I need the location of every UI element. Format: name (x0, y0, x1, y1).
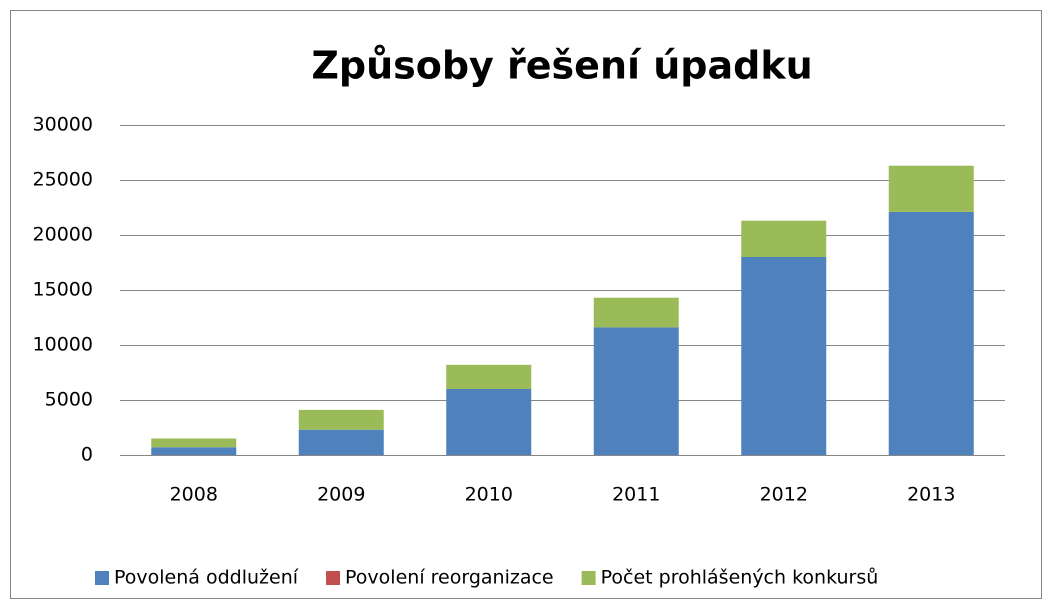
y-tick-label: 10000 (33, 334, 93, 356)
y-tick-label: 25000 (33, 169, 93, 191)
bar-segment (888, 211, 974, 455)
bar-segment (593, 327, 679, 455)
y-tick-label: 0 (81, 444, 93, 466)
bar-segment (888, 165, 974, 212)
x-tick-label: 2010 (465, 484, 513, 506)
bar-segment (446, 364, 532, 389)
y-tick-label: 15000 (33, 279, 93, 301)
bar-segment (298, 409, 384, 430)
legend-swatch (326, 571, 341, 585)
bar-segment (151, 447, 237, 455)
chart-title: Způsoby řešení úpadku (311, 44, 812, 88)
x-tick-label: 2011 (612, 484, 660, 506)
x-tick-label: 2012 (760, 484, 808, 506)
bar-segment (741, 257, 827, 455)
y-tick-label: 30000 (33, 114, 93, 136)
x-tick-label: 2013 (907, 484, 955, 506)
bar-segment (741, 220, 827, 257)
legend-swatch (581, 571, 596, 585)
legend-swatch (95, 571, 109, 585)
bar-segment (446, 389, 532, 455)
legend-label: Povolená oddlužení (114, 567, 299, 589)
x-tick-label: 2009 (317, 484, 365, 506)
bar-segment (151, 438, 237, 448)
legend-label: Povolení reorganizace (345, 567, 554, 589)
y-tick-label: 20000 (33, 224, 93, 246)
y-tick-label: 5000 (45, 389, 93, 411)
chart-frame (10, 10, 1042, 599)
bar-segment (593, 297, 679, 328)
x-tick-label: 2008 (170, 484, 218, 506)
legend-label: Počet prohlášených konkursů (601, 567, 879, 589)
bar-segment (298, 429, 384, 455)
